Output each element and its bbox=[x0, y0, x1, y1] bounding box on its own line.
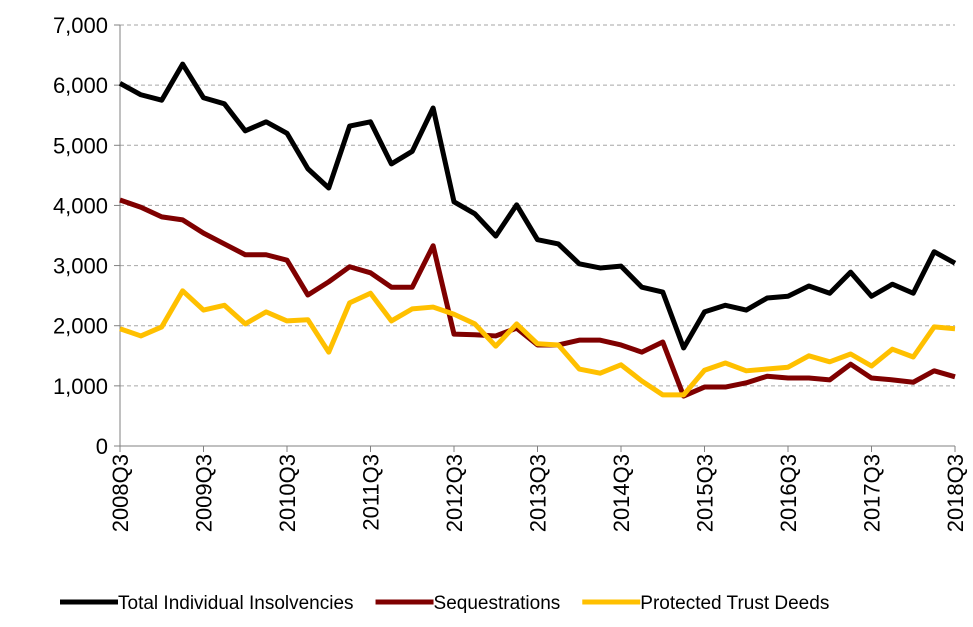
x-tick-label: 2011Q3 bbox=[359, 454, 384, 531]
y-tick-label: 3,000 bbox=[53, 254, 108, 279]
series-line bbox=[119, 197, 956, 399]
y-tick-label: 2,000 bbox=[53, 314, 108, 339]
legend-label: Sequestrations bbox=[434, 593, 561, 614]
legend-label: Protected Trust Deeds bbox=[640, 593, 829, 614]
legend-label: Total Individual Insolvencies bbox=[118, 593, 354, 614]
y-tick-label: 0 bbox=[96, 434, 108, 459]
x-tick-label: 2014Q3 bbox=[609, 454, 634, 532]
x-tick-label: 2009Q3 bbox=[192, 454, 217, 532]
x-tick-label: 2018Q3 bbox=[943, 454, 968, 532]
y-tick-label: 6,000 bbox=[53, 73, 108, 98]
x-tick-label: 2016Q3 bbox=[776, 454, 801, 532]
y-tick-label: 5,000 bbox=[53, 133, 108, 158]
x-tick-label: 2017Q3 bbox=[860, 454, 885, 532]
y-tick-label: 7,000 bbox=[53, 13, 108, 38]
x-tick-label: 2010Q3 bbox=[275, 454, 300, 532]
x-tick-label: 2013Q3 bbox=[526, 454, 551, 532]
x-tick-label: 2012Q3 bbox=[442, 454, 467, 532]
series-line bbox=[118, 61, 957, 351]
x-tick-label: 2015Q3 bbox=[693, 454, 718, 532]
y-tick-label: 4,000 bbox=[53, 193, 108, 218]
series-line bbox=[119, 288, 956, 398]
y-tick-label: 1,000 bbox=[53, 374, 108, 399]
x-tick-label: 2008Q3 bbox=[108, 454, 133, 532]
